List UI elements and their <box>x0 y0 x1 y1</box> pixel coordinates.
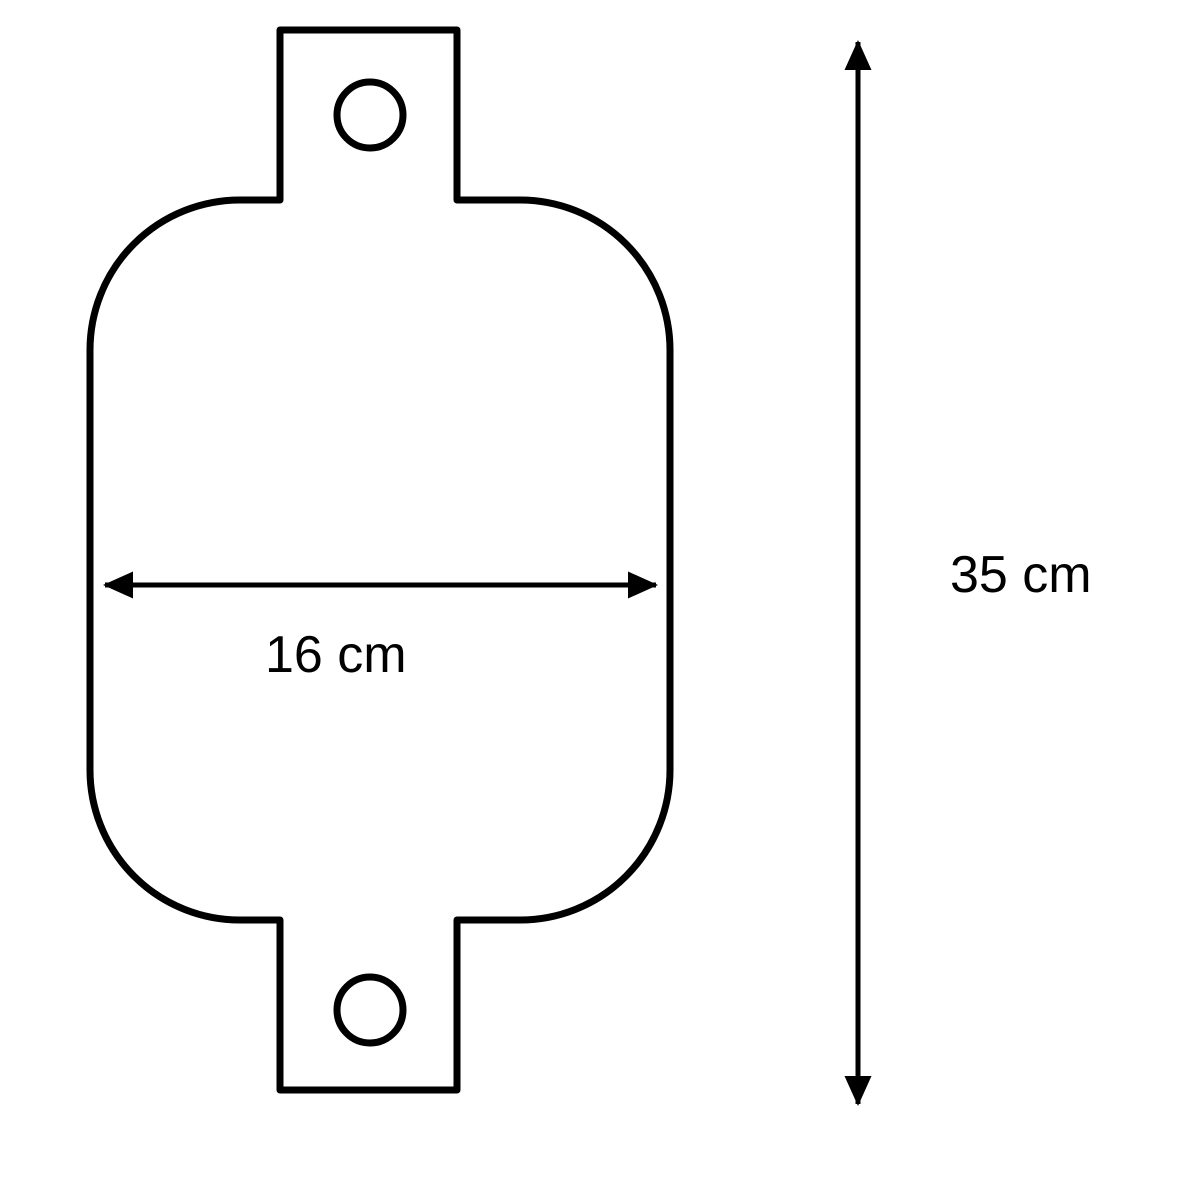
width-dimension-label: 16 cm <box>265 625 407 685</box>
top-hole <box>337 82 403 148</box>
part-outline <box>90 30 670 1090</box>
height-dimension-label: 35 cm <box>950 545 1092 605</box>
height-dimension-arrow <box>845 40 872 1106</box>
bottom-hole <box>337 977 403 1043</box>
width-dimension-arrow <box>103 572 658 599</box>
